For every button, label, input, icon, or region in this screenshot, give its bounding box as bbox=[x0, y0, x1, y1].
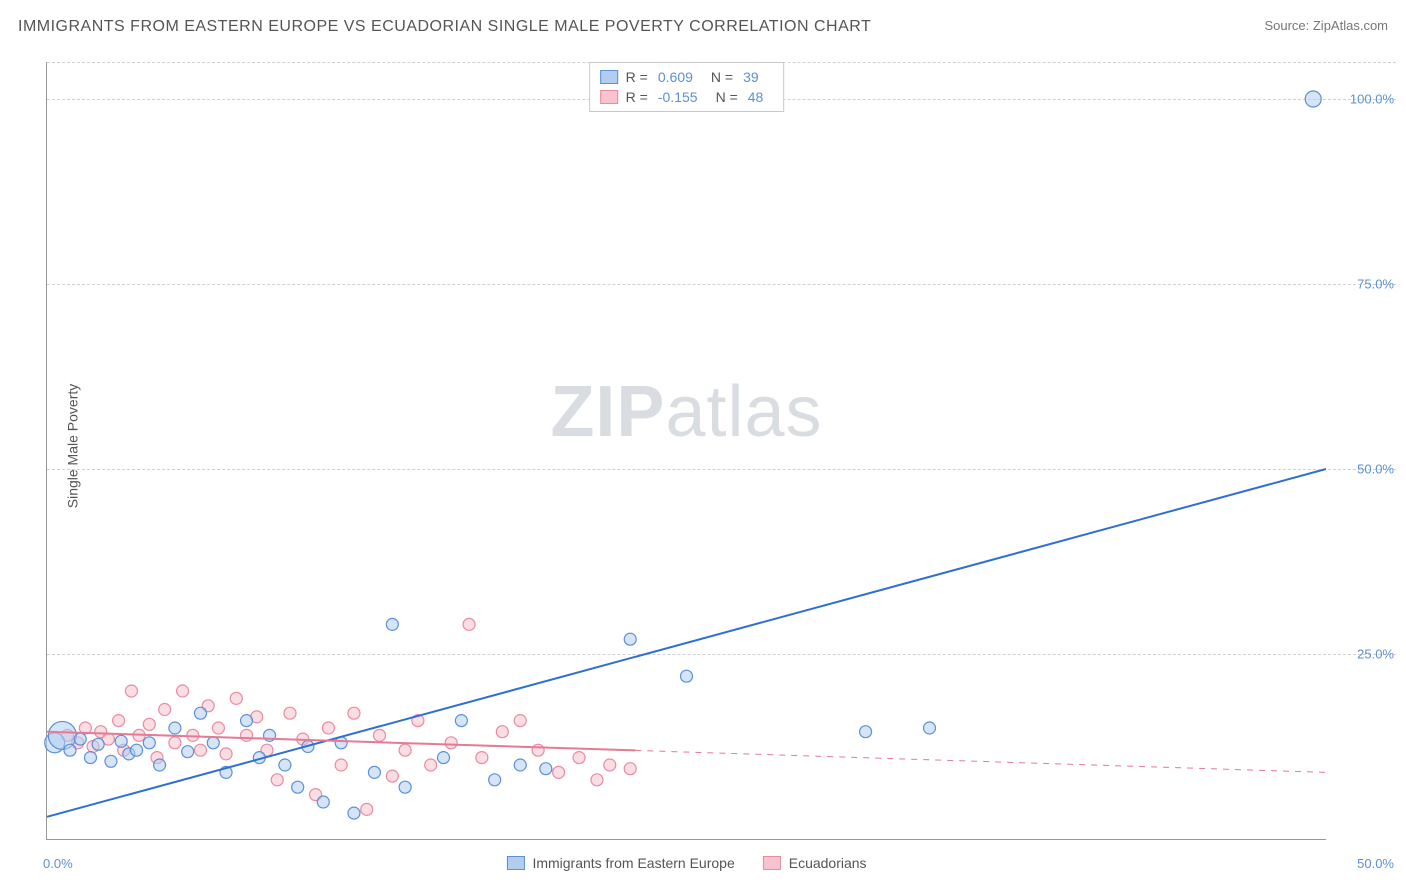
legend-swatch-blue-icon bbox=[506, 856, 524, 870]
data-point bbox=[445, 737, 457, 749]
data-point bbox=[317, 796, 329, 808]
correlation-legend-row-pink: R = -0.155 N = 48 bbox=[600, 87, 774, 107]
trend-line-extrapolated bbox=[635, 750, 1326, 772]
data-point bbox=[177, 685, 189, 697]
data-point bbox=[399, 744, 411, 756]
y-tick-label: 100.0% bbox=[1350, 92, 1394, 107]
data-point bbox=[624, 763, 636, 775]
data-point bbox=[169, 722, 181, 734]
data-point bbox=[425, 759, 437, 771]
legend-swatch-pink-icon bbox=[763, 856, 781, 870]
data-point bbox=[159, 704, 171, 716]
data-point bbox=[284, 707, 296, 719]
data-point bbox=[368, 766, 380, 778]
data-point bbox=[154, 759, 166, 771]
data-point bbox=[143, 718, 155, 730]
source-attribution: Source: ZipAtlas.com bbox=[1264, 18, 1388, 33]
n-value-pink: 48 bbox=[748, 89, 764, 105]
data-point bbox=[322, 722, 334, 734]
data-point bbox=[532, 744, 544, 756]
data-point bbox=[64, 744, 76, 756]
data-point bbox=[540, 763, 552, 775]
data-point bbox=[241, 715, 253, 727]
correlation-legend-row-blue: R = 0.609 N = 39 bbox=[600, 67, 774, 87]
data-point bbox=[455, 715, 467, 727]
data-point bbox=[74, 733, 86, 745]
data-point bbox=[374, 729, 386, 741]
data-point bbox=[463, 618, 475, 630]
r-value-pink: -0.155 bbox=[658, 89, 698, 105]
data-point bbox=[115, 735, 127, 747]
r-value-blue: 0.609 bbox=[658, 69, 693, 85]
data-point bbox=[386, 618, 398, 630]
data-point bbox=[489, 774, 501, 786]
data-point bbox=[113, 715, 125, 727]
data-point bbox=[399, 781, 411, 793]
data-point bbox=[194, 707, 206, 719]
data-point bbox=[348, 707, 360, 719]
chart-title: IMMIGRANTS FROM EASTERN EUROPE VS ECUADO… bbox=[18, 18, 871, 36]
n-value-blue: 39 bbox=[743, 69, 759, 85]
scatter-chart bbox=[47, 62, 1326, 839]
data-point bbox=[496, 726, 508, 738]
data-point bbox=[514, 759, 526, 771]
y-tick-label: 50.0% bbox=[1357, 462, 1394, 477]
data-point bbox=[591, 774, 603, 786]
data-point bbox=[182, 746, 194, 758]
data-point bbox=[681, 670, 693, 682]
data-point bbox=[437, 752, 449, 764]
r-label: R = bbox=[626, 89, 648, 105]
plot-area: ZIPatlas R = 0.609 N = 39 R = -0.155 N =… bbox=[46, 62, 1326, 840]
data-point bbox=[131, 744, 143, 756]
data-point bbox=[348, 807, 360, 819]
data-point bbox=[207, 737, 219, 749]
data-point bbox=[241, 729, 253, 741]
data-point bbox=[169, 737, 181, 749]
data-point bbox=[279, 759, 291, 771]
data-point bbox=[194, 744, 206, 756]
x-tick-min: 0.0% bbox=[43, 856, 73, 871]
y-tick-label: 75.0% bbox=[1357, 277, 1394, 292]
data-point bbox=[105, 755, 117, 767]
data-point bbox=[84, 752, 96, 764]
n-label: N = bbox=[711, 69, 733, 85]
series-legend-label-blue: Immigrants from Eastern Europe bbox=[532, 855, 734, 871]
data-point bbox=[514, 715, 526, 727]
data-point bbox=[220, 748, 232, 760]
series-legend: Immigrants from Eastern Europe Ecuadoria… bbox=[506, 855, 866, 871]
trend-line bbox=[47, 469, 1326, 817]
data-point bbox=[573, 752, 585, 764]
data-point bbox=[125, 685, 137, 697]
data-point bbox=[386, 770, 398, 782]
data-point bbox=[476, 752, 488, 764]
series-legend-item-blue: Immigrants from Eastern Europe bbox=[506, 855, 734, 871]
n-label: N = bbox=[716, 89, 738, 105]
series-legend-label-pink: Ecuadorians bbox=[789, 855, 867, 871]
legend-swatch-pink bbox=[600, 90, 618, 104]
data-point bbox=[361, 803, 373, 815]
data-point bbox=[860, 726, 872, 738]
legend-swatch-blue bbox=[600, 70, 618, 84]
data-point bbox=[292, 781, 304, 793]
data-point bbox=[604, 759, 616, 771]
y-tick-label: 25.0% bbox=[1357, 647, 1394, 662]
data-point bbox=[553, 766, 565, 778]
r-label: R = bbox=[626, 69, 648, 85]
data-point bbox=[1305, 91, 1321, 107]
x-tick-max: 50.0% bbox=[1357, 856, 1394, 871]
data-point bbox=[335, 759, 347, 771]
correlation-legend: R = 0.609 N = 39 R = -0.155 N = 48 bbox=[589, 62, 785, 112]
data-point bbox=[143, 737, 155, 749]
series-legend-item-pink: Ecuadorians bbox=[763, 855, 867, 871]
data-point bbox=[92, 738, 104, 750]
data-point bbox=[624, 633, 636, 645]
data-point bbox=[212, 722, 224, 734]
data-point bbox=[271, 774, 283, 786]
data-point bbox=[230, 692, 242, 704]
data-point bbox=[924, 722, 936, 734]
